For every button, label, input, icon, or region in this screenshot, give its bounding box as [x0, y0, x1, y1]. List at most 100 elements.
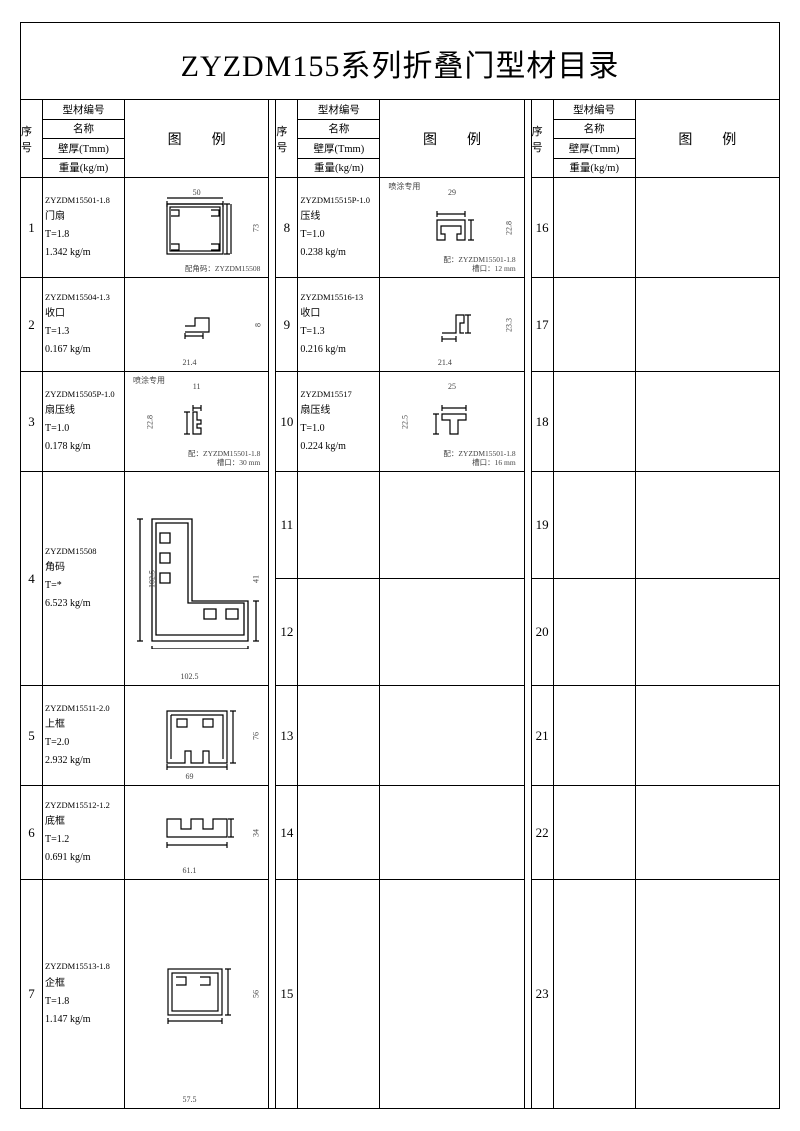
spec-cell: ZYZDM15511-2.0 上框 T=2.0 2.932 kg/m: [43, 686, 125, 785]
dim-right: 41: [252, 575, 261, 583]
table-row: 9 ZYZDM15516-13 收口 T=1.3 0.216 kg/m 21.4…: [276, 278, 523, 372]
header-code: 型材编号: [43, 100, 124, 119]
spec-cell-empty: [554, 786, 636, 879]
spec-cell-empty: [554, 880, 636, 1108]
header-name: 名称: [43, 119, 124, 139]
example-cell: 21.423.3: [380, 278, 523, 371]
table-row: 14: [276, 786, 523, 880]
row-seq: 15: [276, 880, 298, 1108]
table-row: 13: [276, 686, 523, 786]
spec-cell-empty: [298, 579, 380, 685]
part-weight: 2.932 kg/m: [45, 752, 122, 770]
example-cell: 喷涂专用2922.8配：ZYZDM15501-1.8槽口：12 mm: [380, 178, 523, 277]
part-code: ZYZDM15505P-1.0: [45, 387, 122, 402]
part-thickness: T=1.2: [45, 831, 122, 849]
header-spec: 型材编号 名称 壁厚(Tmm) 重量(kg/m): [43, 100, 125, 177]
header-example: 图例: [636, 100, 779, 177]
note-top: 喷涂专用: [133, 375, 165, 386]
part-weight: 1.342 kg/m: [45, 244, 122, 262]
part-weight: 0.224 kg/m: [300, 438, 377, 456]
part-thickness: T=1.8: [45, 993, 122, 1011]
columns-wrap: 序号 型材编号 名称 壁厚(Tmm) 重量(kg/m) 图例 1 ZYZDM15…: [21, 99, 779, 1108]
table-row: 3 ZYZDM15505P-1.0 扇压线 T=1.0 0.178 kg/m 喷…: [21, 372, 268, 472]
dim-left: 22.5: [401, 415, 410, 429]
part-name: 收口: [300, 305, 377, 323]
table-row: 11: [276, 472, 523, 579]
table-row: 20: [532, 579, 779, 686]
part-code: ZYZDM15504-1.3: [45, 290, 122, 305]
header-weight: 重量(kg/m): [298, 158, 379, 178]
part-code: ZYZDM15511-2.0: [45, 701, 122, 716]
part-thickness: T=1.0: [45, 420, 122, 438]
column-c: 序号 型材编号 名称 壁厚(Tmm) 重量(kg/m) 图例 16 17 18 …: [532, 100, 779, 1108]
row-seq: 18: [532, 372, 554, 471]
dim-right: 34: [252, 829, 261, 837]
part-weight: 6.523 kg/m: [45, 595, 122, 613]
header-code: 型材编号: [298, 100, 379, 119]
example-cell: 21.48: [125, 278, 268, 371]
column-b: 序号 型材编号 名称 壁厚(Tmm) 重量(kg/m) 图例 8 ZYZDM15…: [276, 100, 523, 1108]
part-name: 扇压线: [45, 402, 122, 420]
spec-cell-empty: [554, 278, 636, 371]
example-cell: 102.541102.5: [125, 472, 268, 685]
table-row: 10 ZYZDM15517 扇压线 T=1.0 0.224 kg/m 2522.…: [276, 372, 523, 472]
spec-cell: ZYZDM15501-1.8 门扇 T=1.8 1.342 kg/m: [43, 178, 125, 277]
row-seq: 19: [532, 472, 554, 578]
example-cell: [636, 686, 779, 785]
part-name: 底框: [45, 813, 122, 831]
part-code: ZYZDM15515P-1.0: [300, 193, 377, 208]
column-header: 序号 型材编号 名称 壁厚(Tmm) 重量(kg/m) 图例: [532, 100, 779, 178]
part-thickness: T=*: [45, 577, 122, 595]
spec-cell-empty: [554, 372, 636, 471]
dim-top: 29: [448, 188, 456, 197]
dim-left: 22.8: [146, 415, 155, 429]
example-cell: [636, 786, 779, 879]
example-cell: [636, 278, 779, 371]
example-cell: [380, 880, 523, 1108]
dim-bottom: 21.4: [182, 358, 196, 367]
row-seq: 16: [532, 178, 554, 277]
part-weight: 0.178 kg/m: [45, 438, 122, 456]
spec-cell: ZYZDM15512-1.2 底框 T=1.2 0.691 kg/m: [43, 786, 125, 879]
header-seq: 序号: [276, 100, 298, 177]
part-thickness: T=1.0: [300, 420, 377, 438]
spec-cell: ZYZDM15505P-1.0 扇压线 T=1.0 0.178 kg/m: [43, 372, 125, 471]
row-seq: 5: [21, 686, 43, 785]
dim-right: 23.3: [504, 318, 513, 332]
table-row: 22: [532, 786, 779, 880]
spec-cell-empty: [554, 472, 636, 578]
part-weight: 0.691 kg/m: [45, 849, 122, 867]
header-spec: 型材编号 名称 壁厚(Tmm) 重量(kg/m): [554, 100, 636, 177]
spec-cell: ZYZDM15515P-1.0 压线 T=1.0 0.238 kg/m: [298, 178, 380, 277]
dim-top: 11: [193, 382, 201, 391]
note-top: 喷涂专用: [388, 181, 420, 192]
part-weight: 0.167 kg/m: [45, 341, 122, 359]
spec-cell: ZYZDM15504-1.3 收口 T=1.3 0.167 kg/m: [43, 278, 125, 371]
note-bottom: 配：ZYZDM15501-1.8槽口：30 mm: [188, 449, 260, 469]
part-code: ZYZDM15501-1.8: [45, 193, 122, 208]
column-body: 16 17 18 19 20 21 22 23: [532, 178, 779, 1108]
part-name: 收口: [45, 305, 122, 323]
row-seq: 10: [276, 372, 298, 471]
header-code: 型材编号: [554, 100, 635, 119]
table-row: 6 ZYZDM15512-1.2 底框 T=1.2 0.691 kg/m 61.…: [21, 786, 268, 880]
header-spec: 型材编号 名称 壁厚(Tmm) 重量(kg/m): [298, 100, 380, 177]
example-cell: [380, 579, 523, 685]
spec-cell: ZYZDM15516-13 收口 T=1.3 0.216 kg/m: [298, 278, 380, 371]
part-name: 门扇: [45, 208, 122, 226]
table-row: 12: [276, 579, 523, 686]
row-seq: 6: [21, 786, 43, 879]
header-example: 图例: [380, 100, 523, 177]
table-row: 4 ZYZDM15508 角码 T=* 6.523 kg/m 102.54110…: [21, 472, 268, 686]
row-seq: 22: [532, 786, 554, 879]
dim-top: 50: [193, 188, 201, 197]
example-cell: [636, 178, 779, 277]
dim-bottom: 69: [185, 772, 193, 781]
catalog-sheet: ZYZDM155系列折叠门型材目录 序号 型材编号 名称 壁厚(Tmm) 重量(…: [20, 22, 780, 1109]
part-name: 角码: [45, 559, 122, 577]
row-seq: 9: [276, 278, 298, 371]
row-seq: 3: [21, 372, 43, 471]
row-seq: 2: [21, 278, 43, 371]
header-seq: 序号: [21, 100, 43, 177]
note-bottom: 配角码：ZYZDM15508: [185, 264, 260, 274]
